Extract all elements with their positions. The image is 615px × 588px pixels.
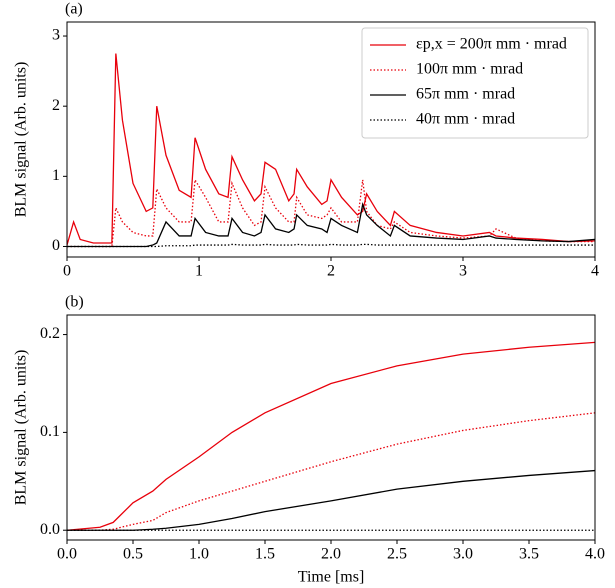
y-axis-label: BLM signal (Arb. units)	[13, 350, 30, 506]
axes-frame	[66, 21, 596, 258]
x-tick-label: 3.0	[453, 546, 473, 563]
line-series	[67, 341, 595, 531]
x-tick-label: 2.0	[321, 546, 341, 563]
x-axis-label: Time [ms]	[298, 569, 365, 586]
x-tick-label: 3	[459, 263, 467, 280]
x-tick-label: 1.0	[189, 546, 209, 563]
line-series	[67, 53, 595, 246]
y-tick-label: 0.1	[40, 423, 60, 440]
x-tick-label: 0	[63, 263, 71, 280]
panel-label: (a)	[65, 1, 83, 18]
line-series	[67, 243, 595, 248]
line-series	[67, 469, 595, 531]
legend-label: 65π mm · mrad	[416, 86, 515, 103]
x-tick-label: 0.0	[57, 546, 77, 563]
y-tick-label: 3	[52, 27, 60, 44]
y-tick-label: 0.0	[40, 521, 60, 538]
y-tick-label: 0	[52, 237, 60, 254]
legend-label: εp,x = 200π mm · mrad	[416, 36, 567, 53]
legend-label: 40π mm · mrad	[416, 111, 515, 128]
x-tick-label: 2.5	[387, 546, 407, 563]
y-axis-label: BLM signal (Arb. units)	[13, 62, 30, 218]
y-tick-label: 2	[52, 97, 60, 114]
panel-label: (b)	[65, 294, 84, 311]
line-series	[67, 412, 595, 531]
x-tick-label: 3.5	[519, 546, 539, 563]
x-tick-label: 1.5	[255, 546, 275, 563]
y-tick-label: 0.2	[40, 325, 60, 342]
x-tick-label: 4.0	[585, 546, 605, 563]
line-series	[67, 177, 595, 248]
x-tick-label: 1	[195, 263, 203, 280]
x-tick-label: 4	[591, 263, 599, 280]
axes-frame	[66, 314, 596, 541]
x-tick-label: 2	[327, 263, 335, 280]
y-tick-label: 1	[52, 167, 60, 184]
x-tick-label: 0.5	[123, 546, 143, 563]
legend-label: 100π mm · mrad	[416, 61, 523, 78]
legend-box	[361, 27, 589, 139]
